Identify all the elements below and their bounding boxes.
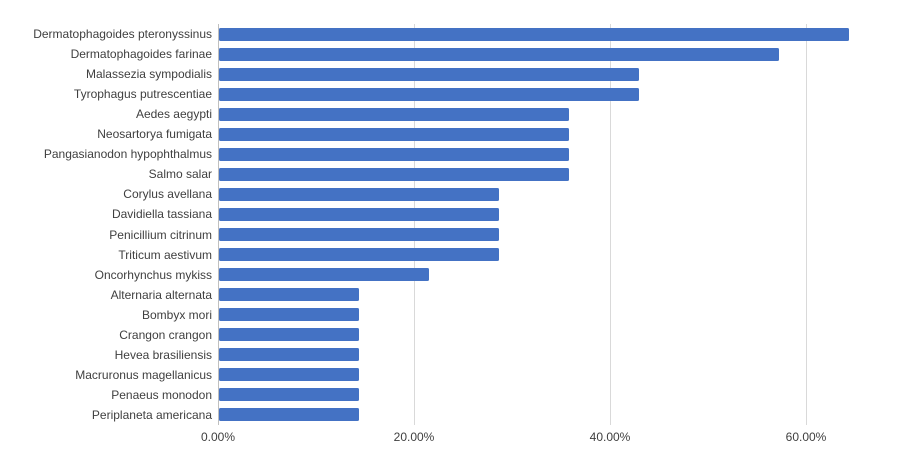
x-tick-label: 0.00% <box>200 430 236 444</box>
bar-dermatophagoides-farinae <box>219 47 779 61</box>
category-label: Bombyx mori <box>141 307 212 322</box>
category-label: Periplaneta americana <box>91 407 212 422</box>
category-label: Salmo salar <box>148 167 212 182</box>
x-tick-label: 40.00% <box>589 430 631 444</box>
bar-triticum-aestivum <box>219 248 499 262</box>
bar-alternaria-alternata <box>219 288 360 302</box>
category-label: Aedes aegypti <box>135 107 212 122</box>
bar-pangasianodon-hypophthalmus <box>219 147 569 161</box>
category-label: Tyrophagus putrescentiae <box>73 87 212 102</box>
category-label: Penicillium citrinum <box>109 227 212 242</box>
category-label: Malassezia sympodialis <box>85 67 212 82</box>
bar-periplaneta-americana <box>219 408 360 422</box>
bar-malassezia-sympodialis <box>219 67 640 81</box>
x-tick-label: 60.00% <box>785 430 827 444</box>
bar-bombyx-mori <box>219 308 360 322</box>
bar-macruronus-magellanicus <box>219 368 360 382</box>
category-label: Corylus avellana <box>123 187 212 202</box>
bar-hevea-brasiliensis <box>219 348 360 362</box>
category-label: Oncorhynchus mykiss <box>94 267 212 282</box>
category-label: Dermatophagoides pteronyssinus <box>33 27 212 42</box>
bar-penicillium-citrinum <box>219 228 499 242</box>
bar-crangon-crangon <box>219 328 360 342</box>
category-label: Neosartorya fumigata <box>97 127 212 142</box>
bar-penaeus-monodon <box>219 388 360 402</box>
category-label: Pangasianodon hypophthalmus <box>43 147 212 162</box>
category-label: Hevea brasiliensis <box>114 347 212 362</box>
category-label: Penaeus monodon <box>111 387 212 402</box>
bar-aedes-aegypti <box>219 107 569 121</box>
category-label: Crangon crangon <box>119 327 212 342</box>
value-axis: 0.00% 20.00% 40.00% 60.00% <box>0 431 900 451</box>
category-label: Dermatophagoides farinae <box>70 47 212 62</box>
bar-dermatophagoides-pteronyssinus <box>219 27 850 41</box>
gridline-40pct <box>610 24 611 425</box>
category-label: Triticum aestivum <box>118 247 212 262</box>
plot-area <box>218 24 900 425</box>
gridline-60pct <box>806 24 807 425</box>
category-label: Davidiella tassiana <box>111 207 212 222</box>
x-tick-label: 20.00% <box>393 430 435 444</box>
bar-neosartorya-fumigata <box>219 127 569 141</box>
category-label: Alternaria alternata <box>110 287 212 302</box>
bar-tyrophagus-putrescentiae <box>219 87 640 101</box>
gridline-20pct <box>414 24 415 425</box>
bar-oncorhynchus-mykiss <box>219 268 429 282</box>
bar-davidiella-tassiana <box>219 207 499 221</box>
bar-corylus-avellana <box>219 187 499 201</box>
category-axis-labels: Dermatophagoides pteronyssinus Dermatopha… <box>0 24 212 425</box>
bar-salmo-salar <box>219 167 569 181</box>
category-label: Macruronus magellanicus <box>75 367 212 382</box>
